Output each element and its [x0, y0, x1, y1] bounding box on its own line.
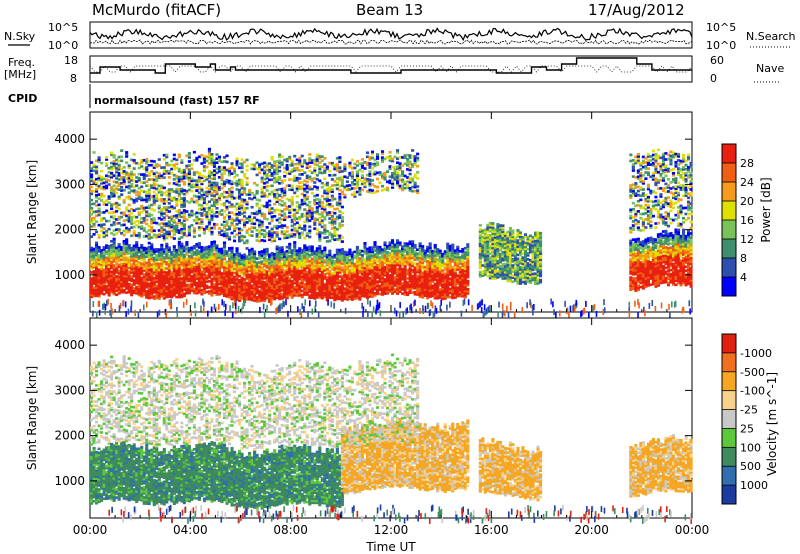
power-echo-cell [128, 244, 131, 247]
power-echo-cell [95, 242, 98, 245]
noise-sky-trace [90, 28, 692, 39]
nave-label: Nave [756, 62, 784, 75]
cpid-text: normalsound (fast) 157 RF [94, 94, 260, 107]
power-echo-cell [165, 243, 168, 246]
noise-tick-right-low: 10^0 [706, 39, 736, 52]
power-echo-cell [223, 241, 226, 244]
nsky-label: N.Sky [4, 30, 36, 43]
beam-title: Beam 13 [356, 1, 423, 19]
power-echo-cell [198, 242, 201, 245]
nave-trace [90, 66, 692, 72]
figure: McMurdo (fitACF) Beam 13 17/Aug/2012 N.S… [0, 0, 800, 554]
noise-search-trace [90, 40, 692, 44]
power-echo-cell [140, 244, 143, 247]
freq-tick-high: 18 [64, 54, 78, 67]
nave-tick-low: 0 [710, 72, 717, 85]
date-title: 17/Aug/2012 [588, 1, 685, 19]
power-echo-cell [150, 243, 153, 246]
power-echo-cell [160, 244, 163, 247]
power-echo-cell [168, 246, 171, 249]
power-echo-cell [125, 238, 128, 241]
power-echo-cell [173, 245, 176, 248]
power-echo-cell [98, 246, 101, 249]
nave-tick-high: 60 [710, 54, 724, 67]
freq-tick-low: 8 [70, 72, 77, 85]
power-echo-cell [135, 241, 138, 244]
power-echo-cell [230, 247, 233, 250]
cpid-label: CPID [8, 92, 37, 105]
power-echo-cell [180, 243, 183, 246]
power-echo-cell [113, 238, 116, 241]
noise-tick-left-low: 10^0 [48, 39, 78, 52]
station-title: McMurdo (fitACF) [92, 1, 221, 19]
noise-tick-left-high: 10^5 [48, 21, 78, 34]
freq-panel: Freq. [MHz] 18 8 60 0 Nave [4, 54, 784, 85]
power-echo-cell [235, 247, 238, 250]
nsearch-label: N.Search [746, 30, 796, 43]
freq-trace [90, 58, 692, 73]
power-echo-cell [215, 244, 218, 247]
power-echo-cell [213, 240, 216, 243]
noise-tick-right-high: 10^5 [706, 21, 736, 34]
noise-panel: N.Sky 10^5 10^0 10^5 10^0 N.Search [4, 21, 796, 52]
freq-unit: [MHz] [4, 68, 36, 81]
power-echo-cell [185, 241, 188, 244]
power-echo-cell [118, 243, 121, 246]
cpid-row: CPID normalsound (fast) 157 RF [8, 84, 260, 108]
